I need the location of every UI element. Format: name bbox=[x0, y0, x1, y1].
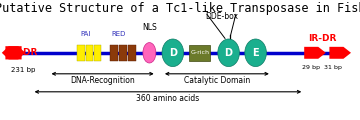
Ellipse shape bbox=[162, 39, 184, 67]
Ellipse shape bbox=[143, 43, 156, 63]
Bar bbox=[77, 45, 85, 61]
Text: 360 amino acids: 360 amino acids bbox=[136, 94, 199, 103]
Text: IR-DR: IR-DR bbox=[308, 34, 336, 43]
Text: DDE-box: DDE-box bbox=[205, 12, 238, 21]
Text: D: D bbox=[225, 48, 233, 58]
Ellipse shape bbox=[218, 39, 239, 67]
Text: DNA-Recognition: DNA-Recognition bbox=[70, 76, 135, 85]
FancyArrow shape bbox=[2, 46, 22, 59]
Text: D: D bbox=[169, 48, 177, 58]
Bar bbox=[128, 45, 136, 61]
Text: PAI: PAI bbox=[81, 31, 91, 37]
Bar bbox=[110, 45, 118, 61]
Bar bbox=[94, 45, 101, 61]
Text: Putative Structure of a Tc1-like Transposase in Fish: Putative Structure of a Tc1-like Transpo… bbox=[0, 2, 360, 15]
FancyArrow shape bbox=[329, 47, 351, 59]
Ellipse shape bbox=[245, 39, 266, 67]
Text: G-rich: G-rich bbox=[190, 50, 209, 55]
Text: E: E bbox=[252, 48, 259, 58]
Text: 231 bp: 231 bp bbox=[11, 67, 36, 73]
FancyArrow shape bbox=[5, 46, 25, 59]
Bar bbox=[189, 45, 210, 61]
Text: NLS: NLS bbox=[142, 23, 157, 32]
Bar bbox=[119, 45, 127, 61]
FancyArrow shape bbox=[304, 47, 326, 59]
Text: 31 bp: 31 bp bbox=[324, 65, 342, 70]
Text: IR-DR: IR-DR bbox=[9, 48, 37, 57]
Text: RED: RED bbox=[112, 31, 126, 37]
Bar bbox=[86, 45, 93, 61]
Text: Catalytic Domain: Catalytic Domain bbox=[184, 76, 250, 85]
Text: 29 bp: 29 bp bbox=[302, 65, 320, 70]
